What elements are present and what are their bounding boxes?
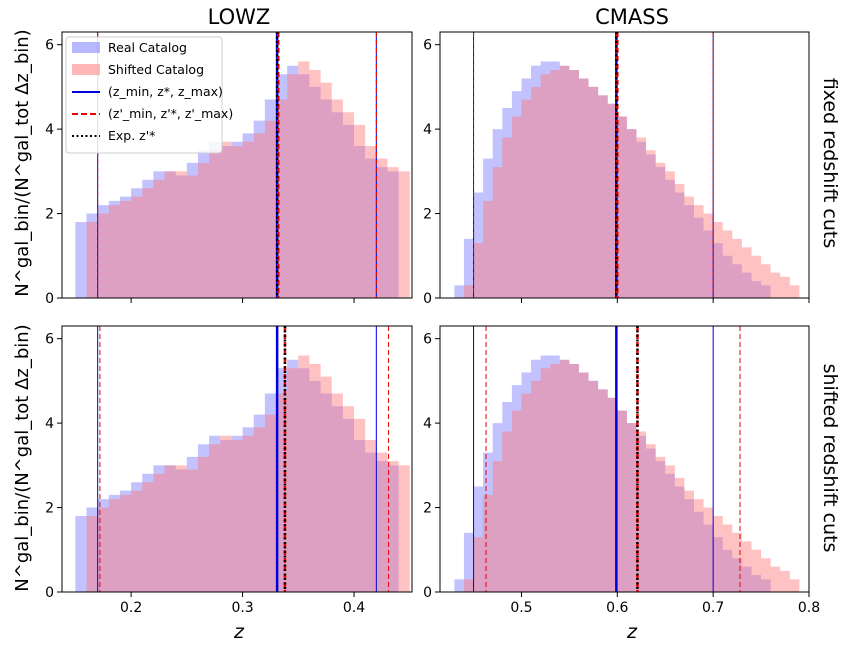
column-title-lowz: LOWZ	[208, 5, 271, 29]
y-axis-label-top: N^gal_bin/(N^gal_tot Δz_bin)	[12, 29, 33, 296]
y-tick-label: 6	[423, 332, 432, 348]
panel-frame	[439, 325, 810, 593]
histogram-shifted	[86, 61, 410, 299]
panel-frame	[439, 31, 810, 299]
y-tick-label: 4	[423, 416, 432, 432]
x-tick-label: 0.6	[606, 600, 628, 616]
y-tick-label: 0	[423, 585, 432, 601]
x-tick-label: 0.2	[120, 600, 142, 616]
x-tick-label: 0.5	[510, 600, 532, 616]
histogram-real	[454, 355, 771, 592]
legend-label-expected: Exp. z'*	[108, 128, 155, 143]
x-tick-label: 0.8	[798, 600, 820, 616]
y-tick-label: 6	[45, 38, 54, 54]
y-tick-label: 0	[423, 291, 432, 307]
x-tick-label: 0.7	[702, 600, 724, 616]
legend-label-shifted: Shifted Catalog	[108, 62, 204, 77]
panel-frame	[61, 325, 413, 593]
y-tick-label: 2	[423, 501, 432, 517]
legend-label-shifted-cuts: (z'_min, z'*, z'_max)	[108, 106, 233, 121]
x-axis-label-left: z	[233, 621, 245, 643]
y-axis-label-bottom: N^gal_bin/(N^gal_tot Δz_bin)	[12, 324, 33, 591]
y-tick-label: 4	[45, 122, 54, 138]
histogram-real	[454, 61, 771, 299]
histogram-shifted	[463, 65, 800, 298]
y-tick-label: 2	[45, 501, 54, 517]
y-tick-label: 4	[423, 122, 432, 138]
row-title-fixed: fixed redshift cuts	[819, 78, 841, 248]
legend-swatch-real	[72, 42, 100, 53]
y-tick-label: 6	[45, 332, 54, 348]
x-tick-label: 0.3	[231, 600, 253, 616]
panel-2: 0 2 4 6	[423, 31, 810, 307]
y-tick-label: 2	[45, 207, 54, 223]
y-tick-label: 0	[45, 291, 54, 307]
legend-frame	[65, 36, 223, 154]
y-tick-label: 4	[45, 416, 54, 432]
histogram-real	[75, 359, 399, 592]
histogram-shifted	[86, 355, 410, 592]
legend: Real Catalog Shifted Catalog (z_min, z*,…	[65, 36, 233, 154]
panel-3: 0 2 4 6 0.2 0.3 0.4	[45, 325, 413, 616]
legend-label-cuts: (z_min, z*, z_max)	[108, 84, 223, 99]
panel-1: 0 2 4 6	[45, 31, 413, 307]
legend-swatch-shifted	[72, 64, 100, 75]
column-title-cmass: CMASS	[595, 5, 669, 29]
legend-label-real: Real Catalog	[108, 40, 187, 55]
histogram-shifted	[463, 359, 800, 592]
y-tick-label: 0	[45, 585, 54, 601]
x-tick-label: 0.4	[343, 600, 365, 616]
x-axis-label-right: z	[626, 621, 638, 643]
row-title-shifted: shifted redshift cuts	[819, 364, 841, 553]
y-tick-label: 6	[423, 38, 432, 54]
y-tick-label: 2	[423, 207, 432, 223]
histogram-real	[75, 65, 399, 298]
panels: 0 2 4 6 0 2 4 6 0 2 4 6 0.2 0.3 0.4 0 2 4 6 0.5 0.6 0.7 0.8	[45, 31, 820, 616]
panel-frame	[61, 31, 413, 299]
panel-4: 0 2 4 6 0.5 0.6 0.7 0.8	[423, 325, 820, 616]
